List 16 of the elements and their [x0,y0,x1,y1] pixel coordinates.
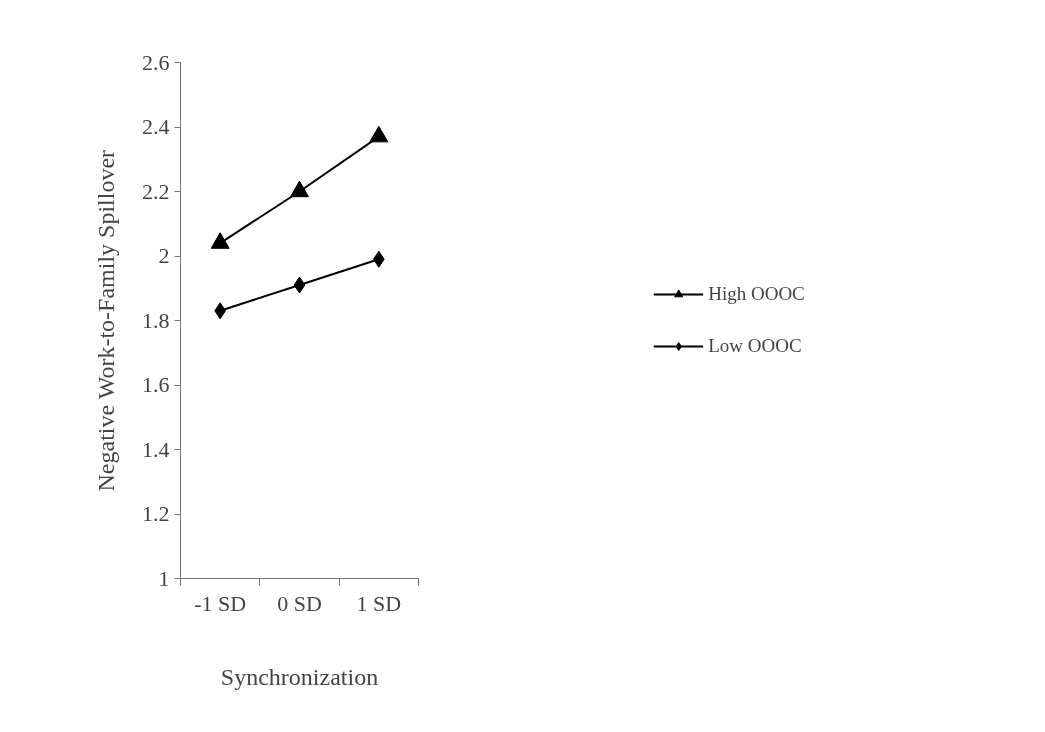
y-tick-label: 1.2 [142,501,170,526]
y-tick-label: 2.2 [142,178,170,204]
y-tick-label: 1 [158,565,170,591]
x-tick-label: 0 SD [277,590,322,616]
x-tick-label: -1 SD [194,590,247,616]
legend-label: Low OOOC [708,335,802,357]
y-axis-title: Negative Work-to-Family Spillover [93,149,119,492]
x-axis-title: Synchronization [220,663,379,690]
x-tick-label: 1 SD [356,590,402,616]
y-tick-label: 2.4 [142,114,170,139]
legend-label: High OOOC [708,283,805,305]
y-tick-label: 1.8 [142,307,170,333]
y-tick-label: 2.6 [142,49,170,75]
y-tick-label: 1.6 [142,372,170,397]
y-tick-label: 2 [158,243,170,268]
y-tick-label: 1.4 [142,436,170,462]
